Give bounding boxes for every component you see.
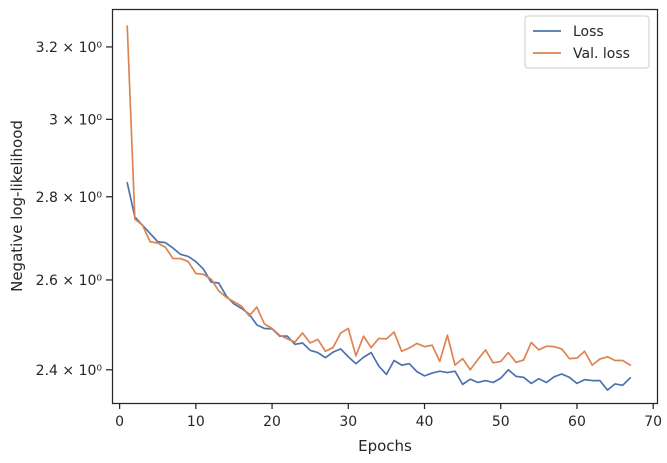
y-tick-label: 2.4 × 10⁰	[36, 363, 103, 379]
x-tick-label: 40	[416, 414, 434, 430]
x-tick-label: 10	[187, 414, 205, 430]
x-tick-label: 0	[115, 414, 124, 430]
series-lines	[126, 25, 632, 391]
x-tick-label: 70	[644, 414, 662, 430]
x-axis-label: Epochs	[358, 437, 412, 455]
y-tick-label: 3 × 10⁰	[49, 112, 102, 128]
x-tick-label: 20	[263, 414, 281, 430]
legend-label: Loss	[573, 24, 604, 40]
series-line-loss	[126, 181, 632, 391]
y-axis-ticks: 2.4 × 10⁰ 2.6 × 10⁰ 2.8 × 10⁰ 3 × 10⁰ 3.2 × …	[36, 40, 112, 379]
legend-box	[524, 15, 650, 69]
x-tick-label: 50	[492, 414, 510, 430]
legend: Loss Val. loss	[524, 15, 650, 69]
x-tick-label: 30	[339, 414, 357, 430]
series-line-val-loss	[126, 25, 632, 371]
legend-label: Val. loss	[573, 46, 630, 62]
x-tick-label: 60	[568, 414, 586, 430]
y-tick-label: 3.2 × 10⁰	[36, 40, 103, 56]
y-tick-label: 2.6 × 10⁰	[36, 273, 103, 289]
y-tick-label: 2.8 × 10⁰	[36, 190, 103, 206]
y-axis-label: Negative log-likelihood	[8, 120, 26, 292]
x-axis-ticks: 0 10 20 30 40 50 60 70	[115, 403, 662, 430]
plot-frame	[111, 8, 659, 405]
